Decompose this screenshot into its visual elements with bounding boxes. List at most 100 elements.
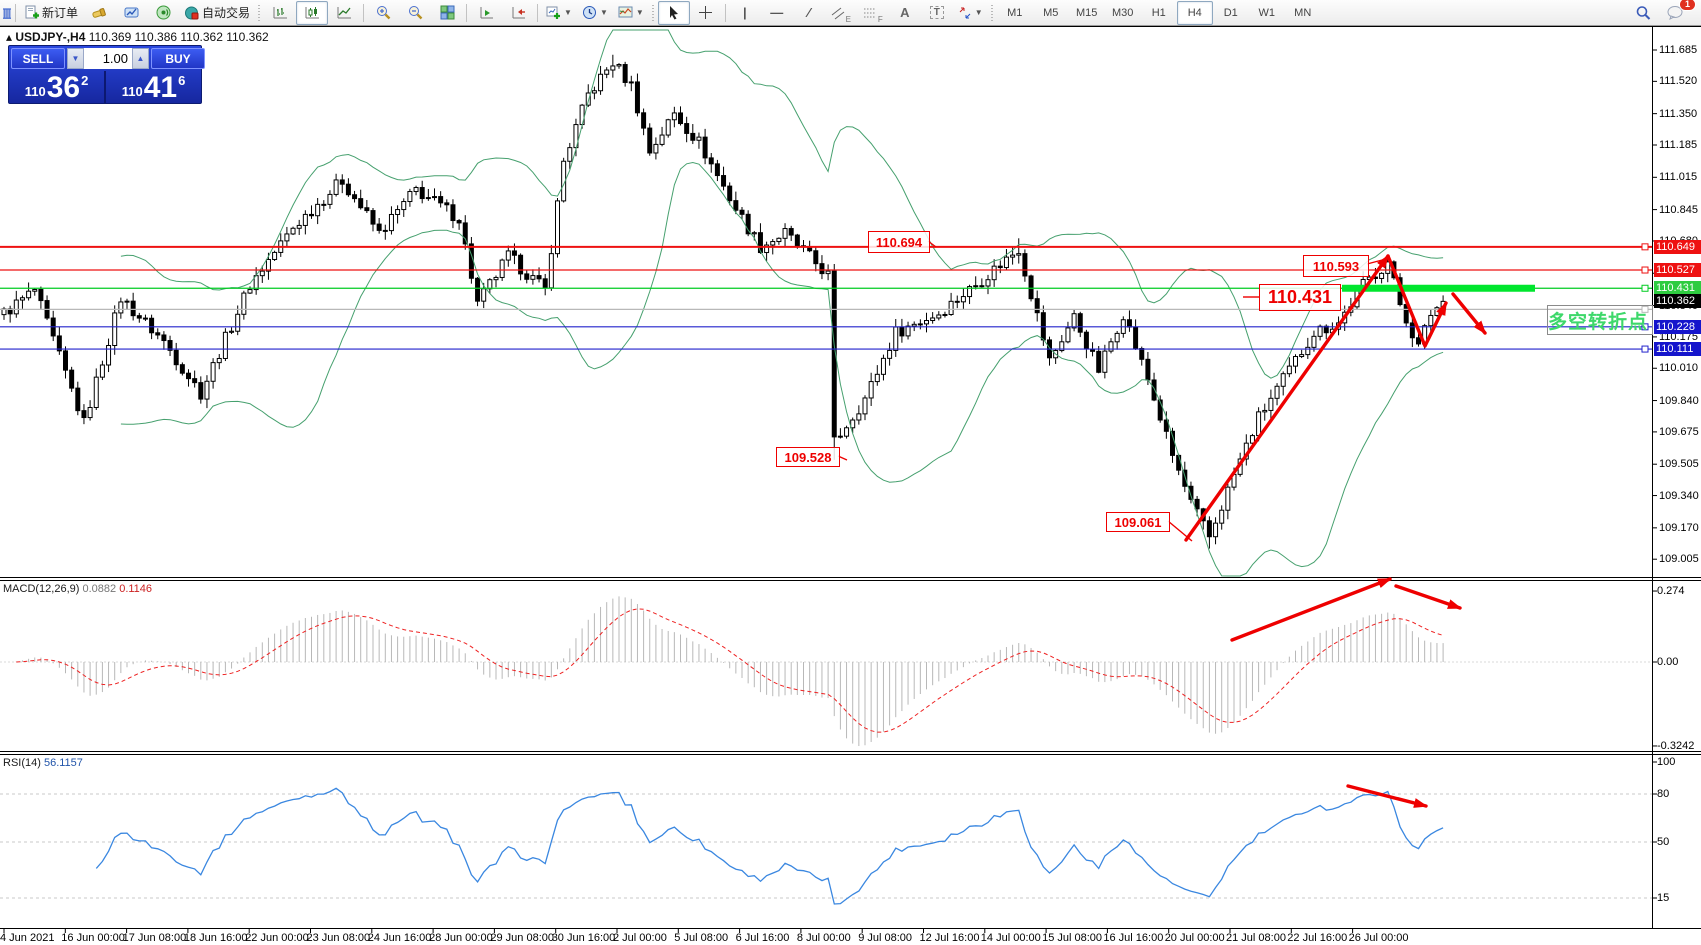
crosshair-tool-button[interactable] xyxy=(690,1,722,25)
price-line-label: 110.111 xyxy=(1654,342,1701,357)
tile-windows-button[interactable] xyxy=(431,1,463,25)
arrows-tool[interactable]: ▼ xyxy=(953,1,988,25)
macd-indicator xyxy=(0,596,1652,747)
styler-button[interactable] xyxy=(83,1,115,25)
candlestick-chart-button[interactable] xyxy=(296,0,329,25)
zoom-in-button[interactable] xyxy=(367,1,399,25)
text-label-tool[interactable]: T xyxy=(921,1,953,25)
templates-button[interactable]: ▼ xyxy=(613,1,649,25)
dropdown-caret-icon: ▼ xyxy=(564,8,572,17)
timeframe-D1[interactable]: D1 xyxy=(1223,6,1238,19)
price-tick-label: 109.675 xyxy=(1659,425,1699,438)
price-tick-label: 111.685 xyxy=(1659,44,1698,56)
notifications-button[interactable]: 1 xyxy=(1659,0,1696,25)
chat-bubble-icon xyxy=(1667,6,1682,20)
toolbar-drag-handle[interactable] xyxy=(257,4,263,21)
signals-button[interactable] xyxy=(147,1,179,25)
clipped-toolbar-icon[interactable]: ▥ xyxy=(2,1,12,25)
horizontal-line-tool[interactable]: — xyxy=(770,5,784,20)
time-axis-label: 20 Jul 00:00 xyxy=(1164,932,1225,944)
zoom-out-button[interactable] xyxy=(399,1,431,25)
autotrading-button[interactable]: 自动交易 xyxy=(179,1,255,25)
sell-price[interactable]: 110 36 2 xyxy=(9,71,106,103)
time-axis-label: 4 Jun 2021 xyxy=(0,932,55,944)
volume-increase-button[interactable]: ▲ xyxy=(132,48,149,69)
toolbar-drag-handle[interactable] xyxy=(989,4,995,21)
window-separator[interactable] xyxy=(0,576,1701,581)
window-separator[interactable] xyxy=(0,750,1701,755)
vertical-line-tool[interactable]: | xyxy=(742,5,747,20)
timeframe-M5[interactable]: M5 xyxy=(1043,6,1059,19)
buy-button[interactable]: BUY xyxy=(151,48,205,69)
macd-value-1: 0.0882 xyxy=(82,583,117,595)
time-axis-label: 28 Jun 00:00 xyxy=(429,932,493,944)
price-tick-label: 111.520 xyxy=(1659,75,1698,88)
toolbar-separator xyxy=(466,3,468,22)
fibonacci-tool[interactable]: F xyxy=(857,1,889,25)
toolbar-drag-handle[interactable] xyxy=(650,4,656,21)
price-annotation: 109.528 xyxy=(776,447,840,467)
price-line-label: 110.228 xyxy=(1654,319,1701,334)
chart-shift-button[interactable] xyxy=(502,1,534,25)
time-axis-label: 2 Jul 00:00 xyxy=(613,932,667,944)
time-axis-label: 21 Jul 08:00 xyxy=(1226,932,1286,944)
rsi-scale-label: 15 xyxy=(1657,892,1670,904)
timeframe-W1[interactable]: W1 xyxy=(1258,6,1275,19)
market-icon xyxy=(124,7,139,18)
time-axis-label: 23 Jun 08:00 xyxy=(306,932,371,944)
new-order-button[interactable]: 新订单 xyxy=(19,1,83,25)
bars-chart-button[interactable] xyxy=(264,1,296,25)
price-tick-label: 111.015 xyxy=(1659,171,1698,184)
price-tick-label: 111.350 xyxy=(1659,107,1698,120)
channel-tool[interactable]: E xyxy=(825,1,857,25)
price-tick-label: 109.005 xyxy=(1659,553,1699,566)
rsi-label: RSI(14) 56.1157 xyxy=(3,757,83,769)
candlesticks xyxy=(1,54,1446,549)
volume-input[interactable] xyxy=(84,48,132,69)
search-button[interactable] xyxy=(1627,1,1659,25)
timeframe-H4[interactable]: H4 xyxy=(1176,0,1213,25)
trendline-tool[interactable]: ∕ xyxy=(807,5,810,20)
text-tool[interactable]: A xyxy=(900,5,910,20)
time-axis-label: 16 Jun 00:00 xyxy=(61,932,125,944)
price-tick-label: 110.010 xyxy=(1659,362,1698,375)
time-axis-label: 16 Jul 16:00 xyxy=(1103,932,1164,944)
toolbar-separator xyxy=(15,3,16,22)
dropdown-caret-icon: ▼ xyxy=(599,8,608,17)
time-axis-label: 24 Jun 16:00 xyxy=(367,932,432,944)
price-annotation: 110.431 xyxy=(1259,284,1341,311)
time-axis-label: 9 Jul 08:00 xyxy=(858,932,913,944)
trend-arrows xyxy=(1184,254,1487,808)
zoom-out-icon xyxy=(409,5,423,19)
price-tick-label: 109.840 xyxy=(1659,394,1699,407)
autotrading-icon xyxy=(185,6,199,20)
timeframe-M1[interactable]: M1 xyxy=(1007,6,1023,19)
market-button[interactable] xyxy=(115,1,147,25)
price-annotation: 110.593 xyxy=(1303,255,1369,277)
timeframe-M15[interactable]: M15 xyxy=(1076,6,1098,19)
dropdown-caret-icon: ▼ xyxy=(974,8,983,17)
timeframe-MN[interactable]: MN xyxy=(1294,6,1312,19)
toolbar-separator xyxy=(724,3,726,22)
buy-price[interactable]: 110 41 6 xyxy=(121,71,186,104)
text-label-icon: T xyxy=(929,6,944,19)
volume-decrease-button[interactable]: ▼ xyxy=(67,48,84,69)
signals-icon xyxy=(156,5,171,20)
rsi-scale-label: 50 xyxy=(1657,836,1670,848)
periods-button[interactable]: ▼ xyxy=(577,1,613,25)
time-axis-label: 30 Jun 16:00 xyxy=(551,932,616,944)
cursor-tool-button[interactable] xyxy=(657,0,690,25)
timeframe-M30[interactable]: M30 xyxy=(1112,6,1134,19)
new-chart-button[interactable]: ▼ xyxy=(541,1,577,25)
line-chart-button[interactable] xyxy=(328,1,360,25)
price-tick-label: 109.170 xyxy=(1659,521,1699,534)
sell-button[interactable]: SELL xyxy=(11,48,65,69)
tile-windows-icon xyxy=(440,5,455,20)
timeframe-group: M1 M5 M15 M30 H1 H4 D1 W1 MN xyxy=(997,0,1321,25)
price-tick-label: 110.845 xyxy=(1659,203,1698,216)
auto-scroll-button[interactable] xyxy=(470,1,502,25)
timeframe-H1[interactable]: H1 xyxy=(1151,6,1166,19)
collapse-triangle-icon[interactable]: ▴ xyxy=(6,30,13,44)
price-annotation: 110.694 xyxy=(868,231,930,253)
